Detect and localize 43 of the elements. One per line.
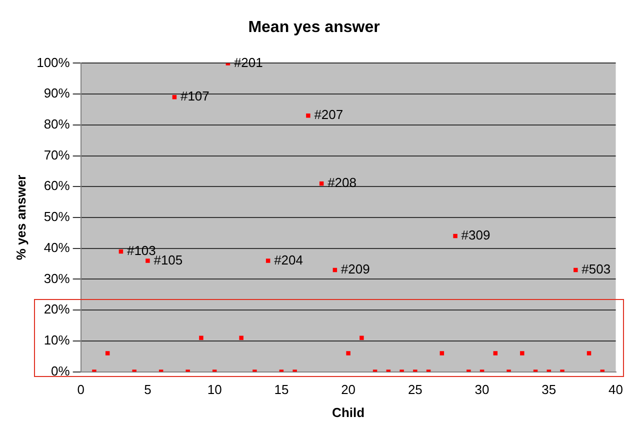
point (440, 351, 444, 356)
point (306, 114, 310, 118)
y-axis-title: % yes answer (13, 174, 28, 260)
point (146, 258, 150, 263)
y-tick-label: 50% (44, 209, 70, 224)
point (574, 268, 578, 272)
y-tick-label: 60% (44, 178, 70, 194)
annotation: #207 (314, 107, 344, 122)
y-tick-label: 30% (44, 270, 70, 286)
x-tick-label: 35 (542, 382, 556, 398)
y-tick-label: 100% (36, 54, 70, 70)
y-tick-label: 10% (44, 332, 70, 348)
point (239, 336, 244, 340)
point (105, 351, 110, 356)
point (172, 95, 177, 100)
y-tick-label: 0% (51, 363, 70, 378)
point (493, 351, 498, 356)
y-tick-label: 20% (44, 302, 70, 317)
chart-title: Mean yes answer (248, 19, 380, 36)
x-tick-label: 5 (144, 382, 152, 398)
annotation: #503 (582, 262, 611, 277)
point (586, 351, 592, 356)
x-tick-label: 10 (207, 382, 222, 398)
x-tick-label: 40 (608, 382, 624, 398)
point (266, 258, 270, 263)
point (199, 336, 204, 340)
annotation: #209 (340, 262, 370, 277)
point (453, 234, 458, 238)
x-tick-label: 30 (474, 382, 490, 398)
x-tick-label: 20 (341, 382, 356, 398)
point (520, 351, 524, 356)
y-tick-label: 80% (44, 116, 70, 132)
x-tick-label: 15 (274, 382, 289, 398)
y-tick-label: 40% (44, 240, 70, 255)
y-tick-label: 90% (44, 86, 70, 101)
annotation: #309 (461, 228, 490, 243)
point (360, 336, 364, 340)
x-tick-label: 0 (77, 382, 84, 398)
y-tick-label: 70% (44, 147, 70, 162)
annotation: #204 (274, 252, 303, 268)
x-tick-label: 25 (408, 382, 422, 398)
point (346, 351, 350, 356)
x-axis-title: Child (332, 404, 365, 420)
